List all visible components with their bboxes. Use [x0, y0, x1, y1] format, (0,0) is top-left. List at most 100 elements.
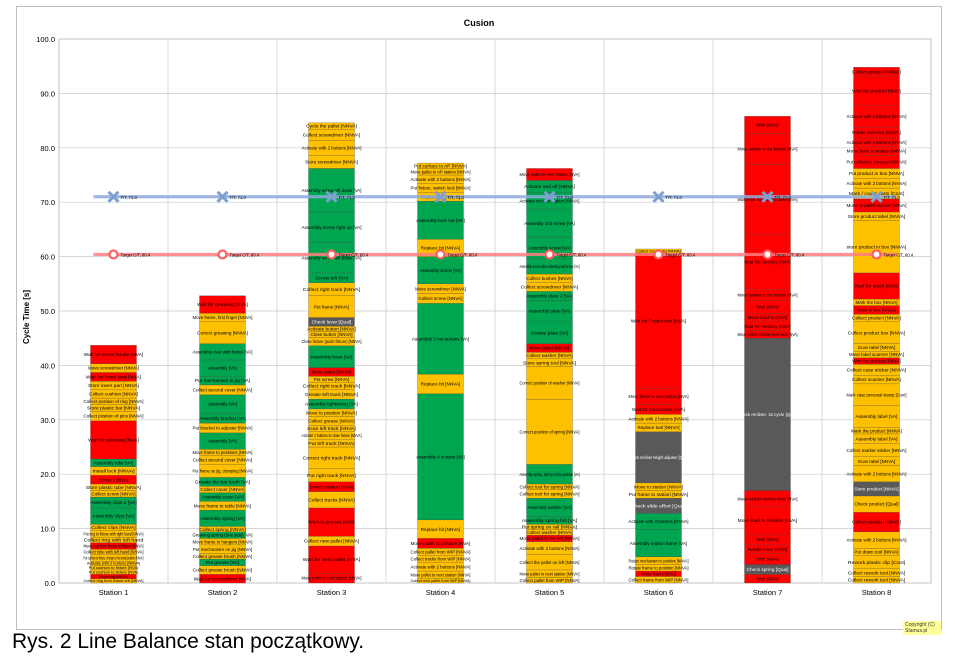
segment-label: Move pallet to next station [NNVA]	[411, 572, 471, 577]
segment-label: Collect right track [NNVA]	[303, 384, 360, 389]
segment-label: Move screwdriver [NNVA]	[88, 366, 139, 371]
segment-label: Store plastic tube [NNVA]	[86, 485, 141, 490]
segment-label: Collect product box [NNVA]	[848, 330, 905, 335]
segment-label: Assembly 4 screws [VA]	[416, 454, 465, 459]
axis-layer: 0.0 10.0 20.0 30.0 40.0 50.0 60.0 70.0 80.0 90.0 1…	[36, 35, 891, 597]
segment-label: Wait for mechanism [NVA]	[632, 407, 685, 412]
reference-line-label: Target C/T, 60.4	[666, 252, 696, 257]
segment-label: Check slide effort [Qual]	[631, 503, 686, 508]
bar-segment	[417, 303, 464, 375]
segment-label: Collect marker sticker [NNVA]	[847, 448, 907, 453]
segment-label: Assembly [VA]	[208, 402, 237, 407]
segment-label: Store product [NNVA]	[854, 486, 898, 491]
segment-label: Put cushion to fixture, change to hot me…	[84, 556, 144, 561]
segment-label: Wait [NVA]	[756, 537, 778, 542]
segment-label: Move ring from fixture to fixture [NNVA]	[84, 544, 144, 549]
segment-label: Put frame [NNVA]	[314, 304, 349, 309]
chart-frame: Cusion Cycle Time [s] Collect ring from …	[16, 6, 942, 635]
reference-marker	[871, 249, 882, 260]
segment-label: Wait for product [NVA]	[852, 88, 901, 93]
segment-label: Put collection conveyor [NNVA]	[847, 160, 907, 165]
segment-label: Activate and off [NNVA]	[524, 184, 575, 189]
reference-line-label: T/T, 71.0	[230, 195, 247, 200]
bar-segment	[90, 420, 137, 460]
segment-label: Assembly lock nut [VA]	[416, 218, 465, 223]
segment-label: Wait for greasing [NVA]	[197, 302, 248, 307]
segment-label: Move pallet to next station [NVA]	[520, 172, 580, 177]
segment-label: Collect cover [NNVA]	[200, 487, 244, 492]
x-tick-label: Station 4	[426, 588, 456, 597]
segment-label: Collect tracks from WIP [NNVA]	[411, 557, 471, 562]
bar-segment	[308, 545, 355, 574]
segment-label: Collect product [NNVA]	[852, 520, 901, 525]
bar-segment	[308, 211, 355, 243]
reference-marker	[217, 249, 228, 260]
reference-line-label: T/T, 71.0	[339, 195, 356, 200]
segment-label: Check lever [Qual]	[312, 319, 352, 324]
segment-label: Move frame to table [NNVA]	[194, 503, 251, 508]
segment-label: Replace tool [NNVA]	[638, 425, 680, 430]
segment-label: Assembly screw left down [VA]	[302, 188, 362, 193]
segment-label: Store screwdriver [NNVA]	[305, 160, 358, 165]
segment-label: Activate 2 buttons to close fixture [NNV…	[302, 433, 362, 438]
segment-label: Assembly screw [VA]	[529, 246, 571, 251]
segment-label: Wait for screw feeder [NVA]	[84, 352, 144, 357]
segment-label: Wait [NVA]	[756, 123, 778, 128]
reference-marker	[544, 249, 555, 260]
segment-label: Scan label [NNVA]	[858, 345, 896, 350]
reference-marker	[326, 249, 337, 260]
y-tick-label: 50.0	[40, 307, 55, 316]
segment-label: Move recliner to the bottom [NVA]	[738, 146, 798, 151]
bar-segment	[744, 338, 791, 491]
segment-label: Put cushion to fixture [NVA]	[89, 566, 139, 570]
segment-label: Work-in process [NVA]	[308, 520, 354, 525]
segment-label: Move back to station [NNVA]	[847, 149, 907, 154]
segment-label: Wait for memory [NVA]	[744, 260, 790, 265]
segment-label: Rotate mechanism to position [NNVA]	[629, 558, 689, 563]
segment-label: Assembly bracket [VA]	[199, 416, 245, 421]
x-tick-label: Station 7	[753, 588, 783, 597]
reference-marker	[652, 190, 665, 203]
segment-label: Assembly spring [VA]	[200, 516, 244, 521]
y-tick-label: 20.0	[40, 470, 55, 479]
bar-segment	[744, 133, 791, 165]
segment-label: Collect case sticker [NNVA]	[847, 367, 907, 372]
segment-label: Put frame to station [NNVA]	[629, 492, 689, 497]
segment-label: Put fixture, switch lock [NNVA]	[411, 186, 471, 191]
segment-label: Activate button [NNVA]	[307, 327, 356, 332]
reference-marker	[653, 249, 664, 260]
x-tick-label: Station 5	[535, 588, 565, 597]
segment-label: Collect the pallet on left [NNVA]	[520, 560, 580, 565]
segment-label: Collect product [NNVA]	[852, 69, 901, 74]
bar-segment	[635, 253, 682, 389]
segment-label: Screw 1 [NVA]	[99, 477, 128, 482]
segment-label: Collect second cover [NNVA]	[193, 458, 253, 463]
segment-label: Move pallet to AP station [NNVA]	[411, 169, 471, 174]
segment-label: Activate on next station [NNVA]	[520, 199, 580, 204]
segment-label: Grease the bar teeth [VA]	[195, 479, 250, 484]
segment-label: Assembly plate 2 [VA]	[526, 293, 572, 298]
segment-label: Move pallet [NNVA]	[312, 370, 352, 375]
segment-label: Put surface to AP [NNVA]	[414, 163, 467, 168]
segment-label: Activate with 2 buttons [NNVA]	[520, 546, 580, 551]
reference-marker	[108, 249, 119, 260]
segment-label: Activate with 2 buttons [NNVA]	[87, 562, 140, 566]
segment-label: Replace bit [NNVA]	[421, 527, 461, 532]
segment-label: Collect screw [NNVA]	[91, 491, 135, 496]
segment-label: Collect rework tool [NNVA]	[848, 570, 905, 575]
bar-segment	[526, 366, 573, 400]
segment-label: Move recliner memory lever back [NVA]	[738, 332, 798, 337]
bar-segment	[744, 506, 791, 535]
segment-label: Grease plate [VA]	[531, 330, 569, 335]
segment-label: Activate with 2 bottons [NNVA]	[847, 538, 907, 543]
reference-marker	[107, 190, 120, 203]
segment-label: Put bracket to adjuster [NNVA]	[193, 426, 253, 431]
y-tick-label: 70.0	[40, 198, 55, 207]
reference-line-label: Target C/T, 60.4	[448, 252, 478, 257]
segment-label: Put product in box [NNVA]	[849, 171, 904, 176]
segment-label: Mark the box [NNVA]	[856, 300, 898, 305]
segment-label: Rework plastic clip [Cont]	[848, 560, 905, 565]
y-tick-label: 30.0	[40, 416, 55, 425]
reference-marker	[761, 190, 774, 203]
segment-label: Collect position of pins [NNVA]	[84, 414, 144, 419]
